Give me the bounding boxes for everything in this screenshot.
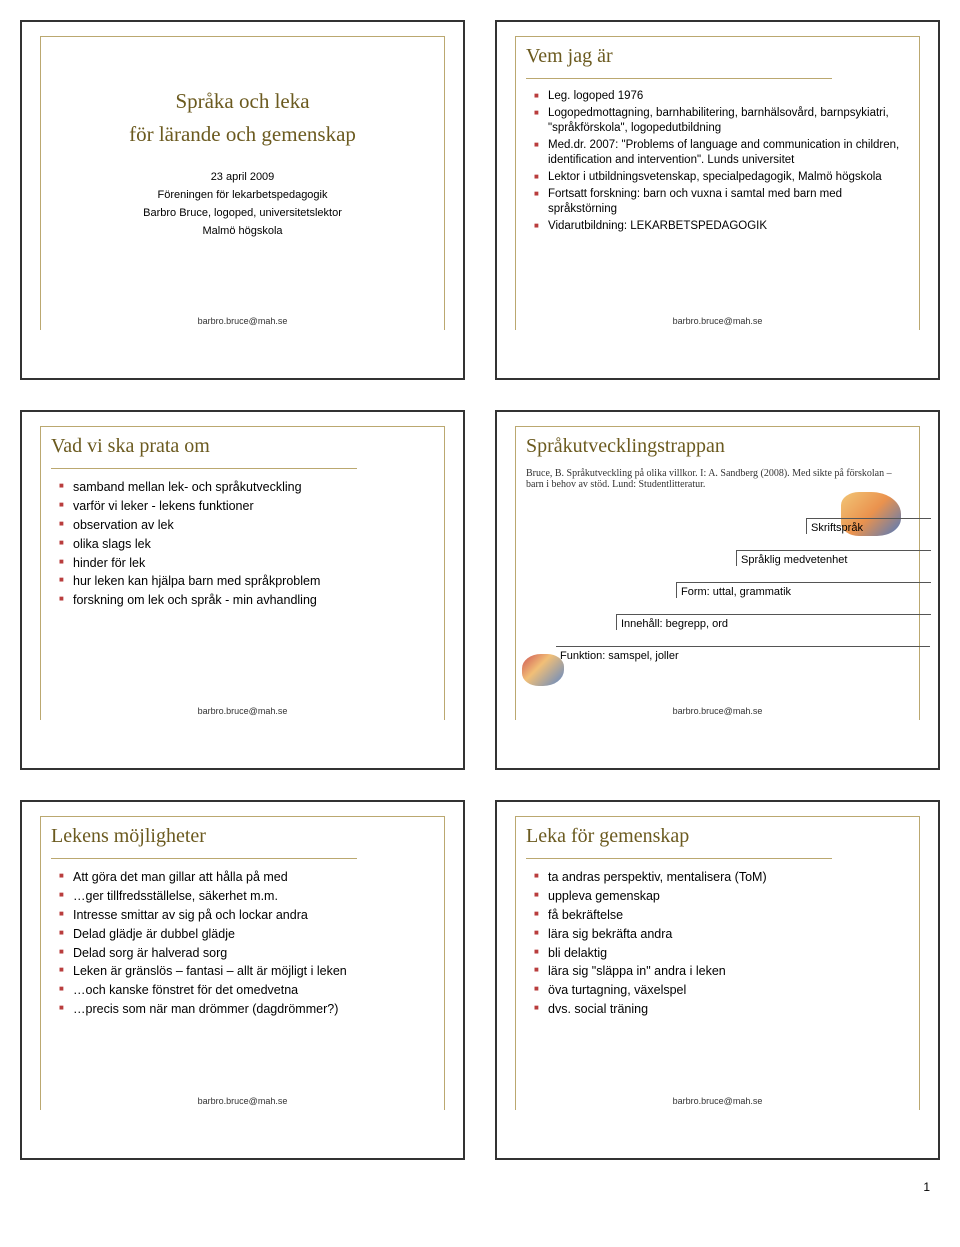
bullet-list: samband mellan lek- och språkutveckling … (51, 479, 434, 609)
citation: Bruce, B. Språkutveckling på olika villk… (526, 468, 909, 490)
list-item: uppleva gemenskap (534, 888, 909, 905)
slide-title: Språkutvecklingstrappan (526, 435, 909, 458)
staircase-diagram: Skriftspråk Språklig medvetenhet Form: u… (526, 500, 909, 700)
main-title-2: för lärande och gemenskap (51, 122, 434, 147)
slide-title: Leka för gemenskap (526, 825, 909, 848)
list-item: ta andras perspektiv, mentalisera (ToM) (534, 869, 909, 886)
list-item: dvs. social träning (534, 1001, 909, 1018)
slide-inner: Språkutvecklingstrappan Bruce, B. Språku… (515, 426, 920, 720)
step-4: Språklig medvetenhet (736, 550, 931, 566)
list-item: forskning om lek och språk - min avhandl… (59, 592, 434, 609)
title-block: Språka och leka för lärande och gemenska… (51, 45, 434, 280)
slide-inner: Vad vi ska prata om samband mellan lek- … (40, 426, 445, 720)
list-item: observation av lek (59, 517, 434, 534)
title-underline (526, 858, 832, 859)
school-line: Malmö högskola (51, 225, 434, 237)
list-item: Leken är gränslös – fantasi – allt är mö… (59, 963, 434, 980)
slide-intro: Språka och leka för lärande och gemenska… (20, 20, 465, 380)
child-bottom-icon (522, 654, 564, 686)
list-item: olika slags lek (59, 536, 434, 553)
slide-about: Vem jag är Leg. logoped 1976 Logopedmott… (495, 20, 940, 380)
bullet-list: ta andras perspektiv, mentalisera (ToM) … (526, 869, 909, 1018)
slide-possibilities: Lekens möjligheter Att göra det man gill… (20, 800, 465, 1160)
list-item: …ger tillfredsställelse, säkerhet m.m. (59, 888, 434, 905)
list-item: Logopedmottagning, barnhabilitering, bar… (534, 106, 909, 136)
list-item: få bekräftelse (534, 907, 909, 924)
slide-inner: Språka och leka för lärande och gemenska… (40, 36, 445, 330)
list-item: Lektor i utbildningsvetenskap, specialpe… (534, 170, 909, 185)
slide-topics: Vad vi ska prata om samband mellan lek- … (20, 410, 465, 770)
step-1: Funktion: samspel, joller (556, 646, 930, 662)
list-item: Delad sorg är halverad sorg (59, 945, 434, 962)
list-item: Fortsatt forskning: barn och vuxna i sam… (534, 187, 909, 217)
org-line: Föreningen för lekarbetspedagogik (51, 189, 434, 201)
list-item: Med.dr. 2007: "Problems of language and … (534, 138, 909, 168)
slide-inner: Leka för gemenskap ta andras perspektiv,… (515, 816, 920, 1110)
footer-email: barbro.bruce@mah.se (198, 1096, 288, 1106)
slide-community: Leka för gemenskap ta andras perspektiv,… (495, 800, 940, 1160)
slide-title: Vem jag är (526, 45, 909, 68)
main-title-1: Språka och leka (51, 89, 434, 114)
footer-email: barbro.bruce@mah.se (198, 316, 288, 326)
author-line: Barbro Bruce, logoped, universitetslekto… (51, 207, 434, 219)
title-underline (51, 468, 357, 469)
slide-inner: Vem jag är Leg. logoped 1976 Logopedmott… (515, 36, 920, 330)
slide-staircase: Språkutvecklingstrappan Bruce, B. Språku… (495, 410, 940, 770)
list-item: …precis som när man drömmer (dagdrömmer?… (59, 1001, 434, 1018)
step-5: Skriftspråk (806, 518, 931, 534)
list-item: öva turtagning, växelspel (534, 982, 909, 999)
footer-email: barbro.bruce@mah.se (673, 316, 763, 326)
footer-email: barbro.bruce@mah.se (673, 706, 763, 716)
bullet-list: Leg. logoped 1976 Logopedmottagning, bar… (526, 89, 909, 233)
list-item: lära sig "släppa in" andra i leken (534, 963, 909, 980)
title-underline (526, 78, 832, 79)
list-item: Vidarutbildning: LEKARBETSPEDAGOGIK (534, 219, 909, 234)
list-item: Leg. logoped 1976 (534, 89, 909, 104)
date-line: 23 april 2009 (51, 171, 434, 183)
list-item: Delad glädje är dubbel glädje (59, 926, 434, 943)
footer-email: barbro.bruce@mah.se (198, 706, 288, 716)
step-3: Form: uttal, grammatik (676, 582, 931, 598)
bullet-list: Att göra det man gillar att hålla på med… (51, 869, 434, 1018)
slide-title: Lekens möjligheter (51, 825, 434, 848)
list-item: hur leken kan hjälpa barn med språkprobl… (59, 573, 434, 590)
slide-grid: Språka och leka för lärande och gemenska… (20, 20, 940, 1160)
list-item: …och kanske fönstret för det omedvetna (59, 982, 434, 999)
list-item: varför vi leker - lekens funktioner (59, 498, 434, 515)
title-underline (51, 858, 357, 859)
slide-title: Vad vi ska prata om (51, 435, 434, 458)
page-number: 1 (20, 1180, 940, 1194)
list-item: hinder för lek (59, 555, 434, 572)
footer-email: barbro.bruce@mah.se (673, 1096, 763, 1106)
list-item: lära sig bekräfta andra (534, 926, 909, 943)
list-item: Intresse smittar av sig på och lockar an… (59, 907, 434, 924)
list-item: bli delaktig (534, 945, 909, 962)
slide-inner: Lekens möjligheter Att göra det man gill… (40, 816, 445, 1110)
step-2: Innehåll: begrepp, ord (616, 614, 931, 630)
list-item: Att göra det man gillar att hålla på med (59, 869, 434, 886)
list-item: samband mellan lek- och språkutveckling (59, 479, 434, 496)
